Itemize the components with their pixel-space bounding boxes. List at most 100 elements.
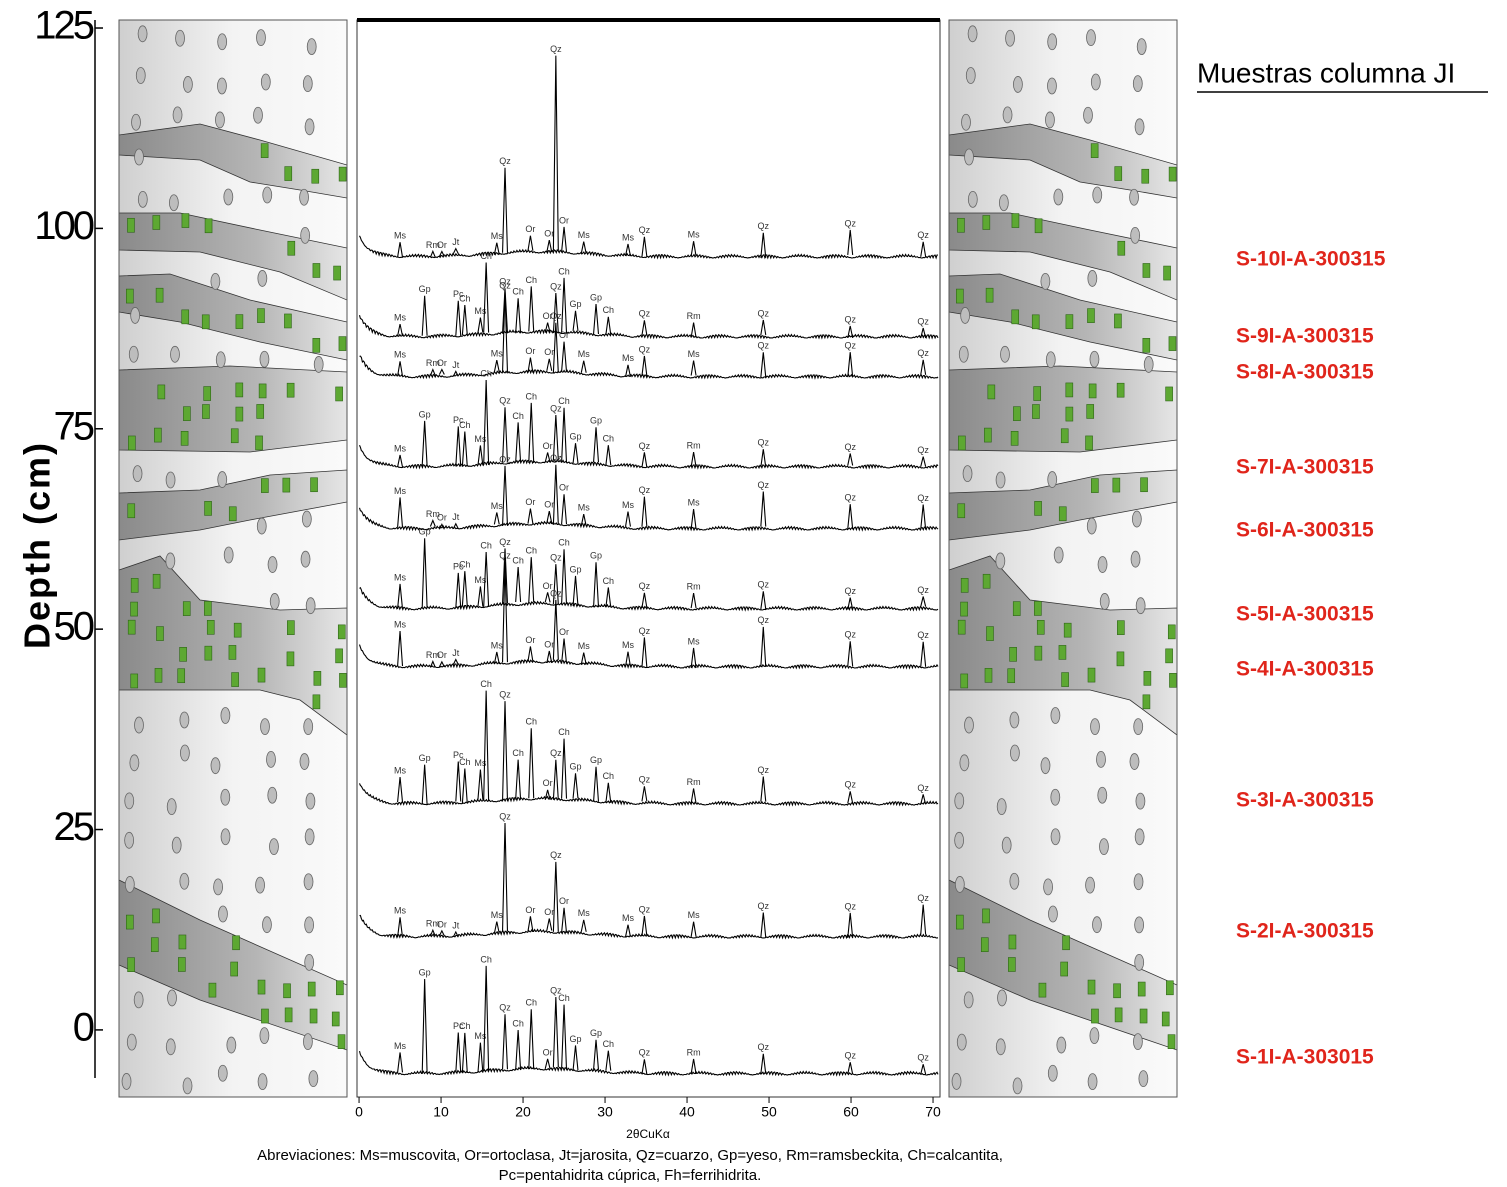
peak [501, 548, 509, 604]
peak-label: Qz [550, 281, 562, 291]
pebble [131, 113, 141, 131]
green-clast [1087, 979, 1096, 995]
green-clast [333, 265, 341, 281]
green-clast [309, 1008, 318, 1024]
pebble [180, 744, 190, 762]
pebble [259, 350, 270, 368]
pebble [1099, 593, 1110, 610]
green-clast [337, 624, 346, 640]
green-clast [130, 673, 139, 689]
green-clast [180, 431, 189, 446]
green-clast [206, 620, 215, 635]
peak [641, 592, 648, 608]
green-clast [1011, 213, 1020, 228]
peak [690, 647, 697, 668]
pebble [256, 517, 267, 535]
green-clast [1091, 478, 1099, 493]
pebble [304, 953, 315, 971]
peak-label: Ms [394, 350, 406, 360]
pebble [967, 190, 978, 208]
green-clast [1058, 506, 1067, 522]
green-clast [1036, 620, 1045, 635]
peak-label: Jt [452, 512, 460, 522]
peak [501, 292, 509, 373]
peak [501, 823, 509, 932]
peak [421, 764, 428, 805]
peak-label: Ms [474, 434, 486, 444]
green-clast [260, 143, 269, 158]
x-tick-label: 20 [515, 1104, 531, 1120]
pebble [255, 876, 265, 894]
pebble [1050, 788, 1061, 806]
pebble [1099, 838, 1109, 856]
green-clast [235, 314, 244, 329]
green-clast [1139, 1008, 1148, 1024]
peak [561, 549, 568, 605]
peak-label: Or [525, 224, 535, 234]
peak-label: Qz [639, 775, 651, 785]
peak [760, 449, 767, 468]
peak-label: Ch [603, 434, 615, 444]
peak [593, 303, 600, 335]
pebble [217, 471, 228, 488]
trace-baseline [358, 644, 939, 670]
peak [625, 243, 631, 257]
green-clast [1114, 313, 1122, 329]
green-clast [152, 215, 161, 230]
pebble [124, 792, 135, 810]
peak-label: Qz [758, 765, 770, 775]
peak-label: Qz [550, 553, 562, 563]
peak [528, 286, 535, 332]
peak-label: Or [543, 778, 553, 788]
peak [847, 597, 854, 610]
pebble [962, 465, 973, 483]
peak-label: Ch [558, 993, 570, 1003]
green-clast [1065, 406, 1074, 422]
peak-label: Ch [512, 748, 524, 758]
depth-tick-label: 0 [73, 1005, 94, 1049]
pebble [1089, 1027, 1100, 1045]
peak [847, 504, 854, 530]
green-clast [201, 314, 210, 330]
peak-label: Rm [426, 919, 440, 929]
pebble [267, 556, 278, 573]
peak [528, 557, 535, 603]
peak-label: Qz [550, 44, 562, 54]
peak [397, 917, 404, 938]
peak-label: Rm [687, 311, 701, 321]
peak-label: Or [525, 635, 535, 645]
peak-label: Qz [844, 901, 856, 911]
peak-label: Ms [394, 443, 406, 453]
peak-label: Ms [688, 230, 700, 240]
peak-label: Ch [459, 757, 471, 767]
peak [561, 907, 568, 933]
pebble [220, 707, 231, 724]
green-clast [261, 1008, 269, 1024]
green-clast [960, 601, 968, 617]
peak-label: Or [544, 500, 554, 510]
peak [483, 379, 490, 465]
peak-label: Qz [758, 615, 770, 625]
peak [501, 465, 509, 526]
peak [438, 250, 445, 257]
peak [593, 427, 600, 463]
green-clast [127, 503, 136, 519]
green-clast [283, 983, 291, 999]
pebble [1136, 38, 1147, 56]
peak-label: Qz [550, 403, 562, 413]
peak [483, 262, 490, 333]
green-clast [177, 668, 186, 684]
peak [847, 352, 854, 378]
peak [461, 768, 468, 804]
pebble [215, 351, 226, 369]
pebble [1134, 118, 1145, 136]
peak [438, 660, 445, 668]
peak [515, 298, 522, 334]
peak-label: Gp [570, 299, 582, 309]
strat-column [949, 20, 1177, 1097]
peak [397, 454, 404, 468]
pebble [301, 510, 312, 528]
peak [561, 1004, 568, 1070]
green-clast [331, 1011, 340, 1027]
